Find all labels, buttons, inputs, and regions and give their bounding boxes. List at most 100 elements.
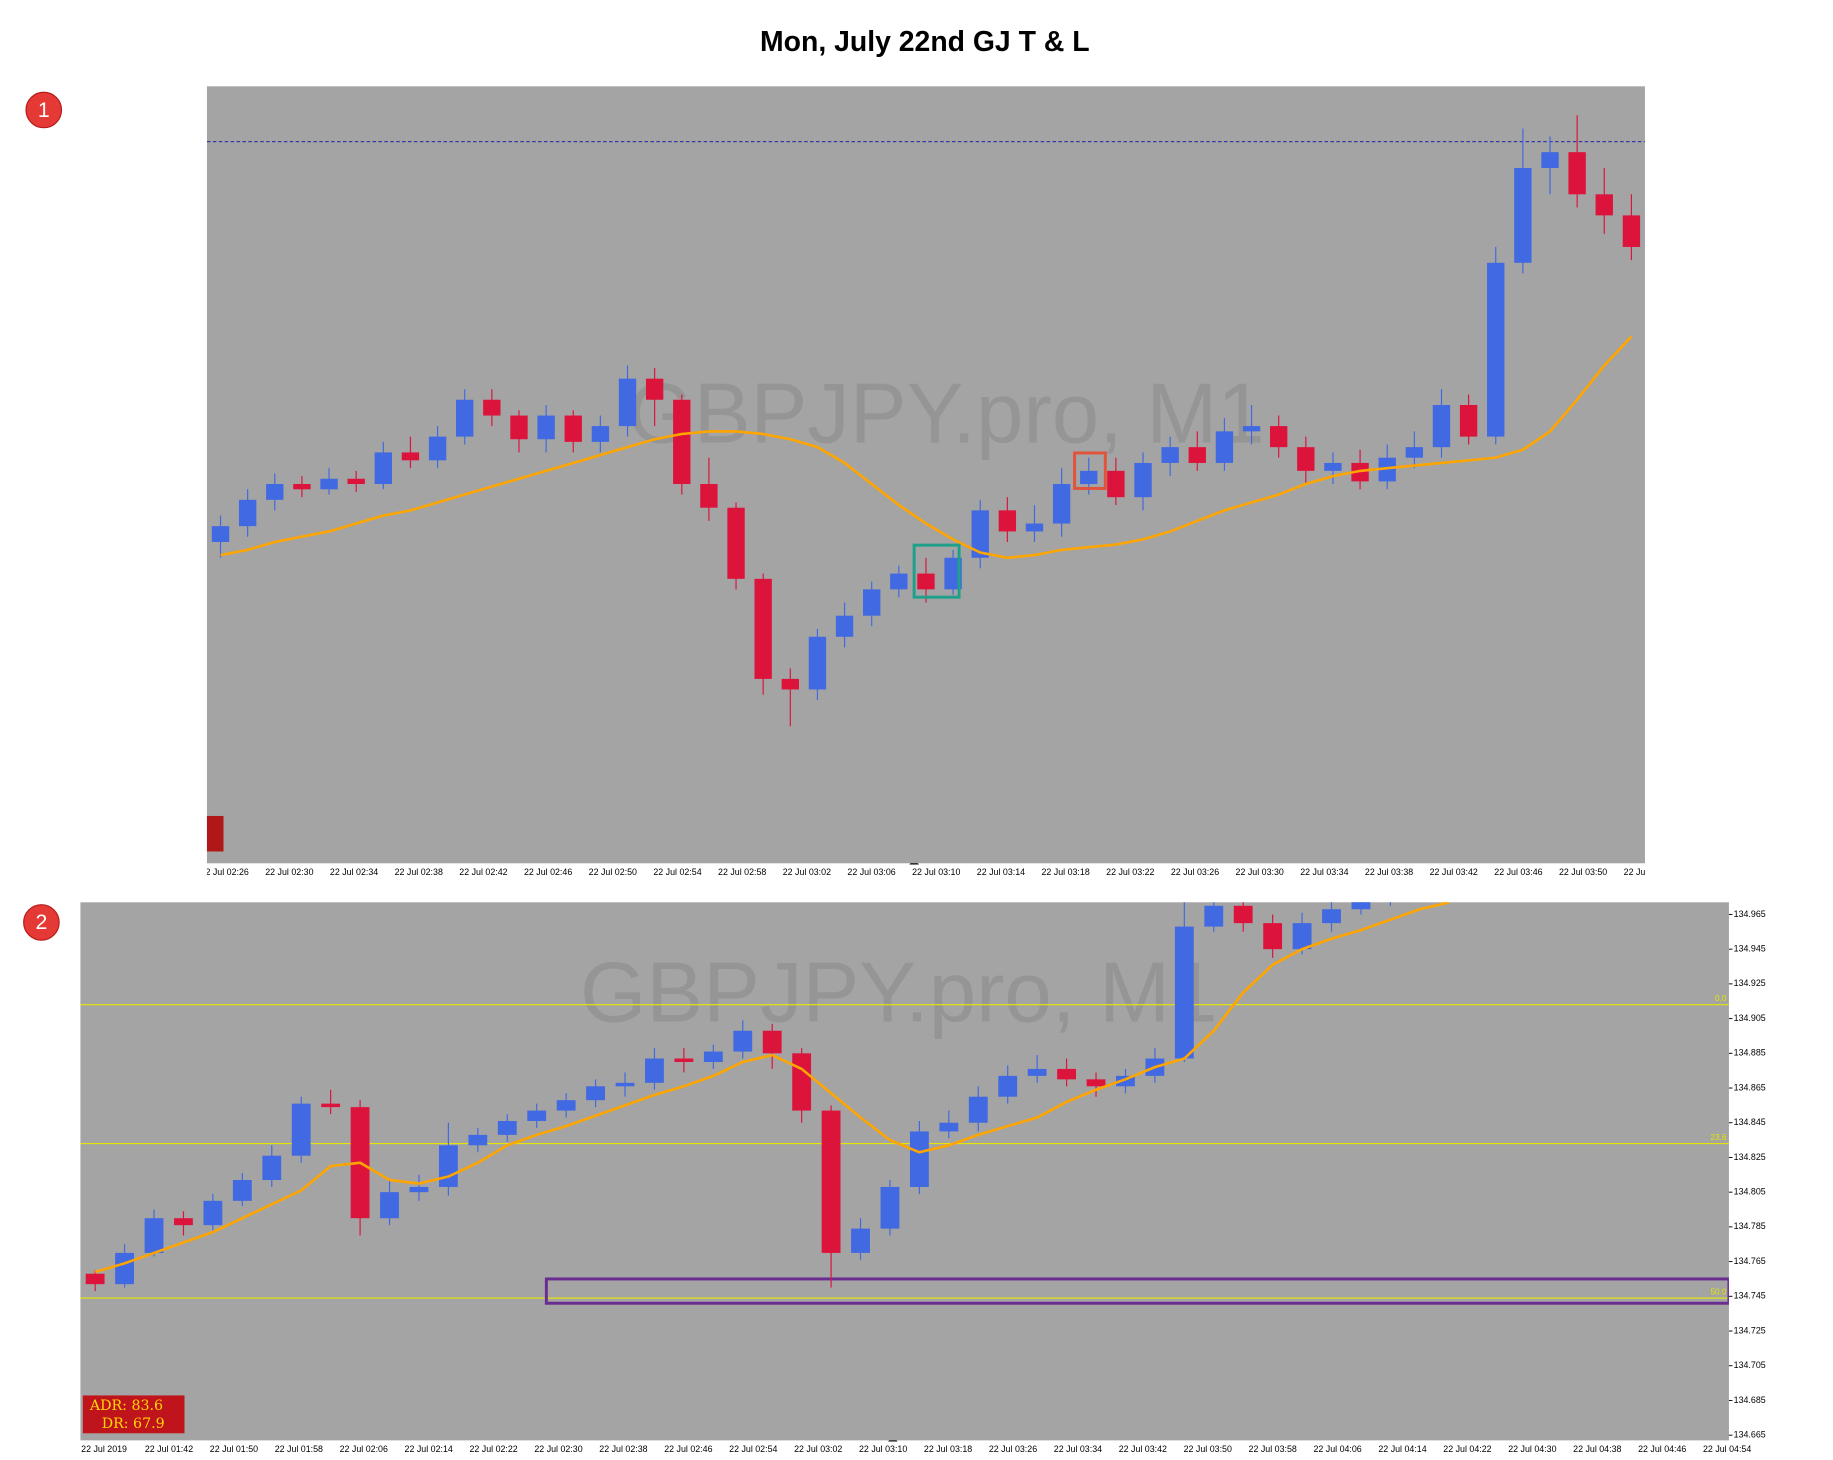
watermark: GBPJPY.pro, M1 <box>627 366 1264 461</box>
candle-body <box>401 452 420 461</box>
fib-label: 50.0 <box>1710 1287 1726 1296</box>
x-tick-label: 22 Jul 02:46 <box>524 867 572 877</box>
candle-body <box>1161 447 1179 463</box>
candle-body <box>703 1051 723 1062</box>
candle-body <box>564 415 582 442</box>
candle-body <box>1622 215 1641 247</box>
adr-box: ADR: 83.6 DR: 67.9 <box>82 1395 185 1434</box>
y-tick-label: 134.965 <box>1734 909 1766 919</box>
fib-label: 0.0 <box>1715 994 1727 1003</box>
indicator-block <box>206 815 224 852</box>
candle-body <box>1027 1068 1047 1076</box>
candle-body <box>1324 462 1342 471</box>
x-tick-label: 22 Jul 03:06 <box>847 867 895 877</box>
y-tick-label: 134.905 <box>1734 1013 1766 1023</box>
chart-panel: GBPJPY.pro, M1 0.0 23.6 50.0 <box>80 881 1729 1305</box>
x-tick-label: 22 Jul 02:30 <box>265 867 313 877</box>
x-tick-label: 22 Jul 03:54 <box>1624 867 1672 877</box>
page-title: Mon, July 22nd GJ T & L <box>760 26 1090 58</box>
candle-body <box>1215 431 1234 463</box>
candle-body <box>1080 470 1098 485</box>
x-tick-label: 22 Jul 02:22 <box>469 1444 517 1454</box>
candle-body <box>727 507 745 579</box>
candle-body <box>1057 1068 1077 1080</box>
candle-body <box>1134 462 1152 498</box>
candle-body <box>115 1252 134 1285</box>
candle-body <box>1378 457 1396 482</box>
x-tick-label: 22 Jul 02:58 <box>718 867 766 877</box>
candle-body <box>510 415 528 440</box>
x-tick-label: 22 Jul 04:22 <box>1443 1444 1491 1454</box>
x-tick-label: 22 Jul 01:50 <box>210 1444 258 1454</box>
candle-body <box>591 426 610 442</box>
candle-body <box>85 1273 105 1285</box>
x-tick-label: 22 Jul 03:46 <box>1494 867 1542 877</box>
fib-label: 23.6 <box>1710 1133 1726 1142</box>
y-axis: 134.665 134.685 134.705 134.725 134.745 134.7… <box>1728 909 1766 1440</box>
candle-body <box>203 1200 223 1226</box>
badge-label: 2 <box>35 910 47 934</box>
candle-body <box>1116 1075 1135 1087</box>
watermark: GBPJPY.pro, M1 <box>580 946 1217 1041</box>
candle-body <box>537 415 555 440</box>
candle-body <box>291 1103 311 1156</box>
candle-body <box>618 378 637 427</box>
candle-body <box>211 526 230 542</box>
candle-body <box>1595 194 1613 216</box>
candle-body <box>347 478 365 485</box>
candle-body <box>944 557 962 590</box>
candle-body <box>917 573 935 590</box>
x-tick-label: 22 Jul 03:02 <box>794 1444 842 1454</box>
badge: 1 <box>25 91 63 129</box>
candle-body <box>174 1218 193 1226</box>
candle-body <box>1292 923 1312 950</box>
candle-body <box>1541 152 1559 168</box>
candle-body <box>1025 523 1044 532</box>
candle-body <box>754 578 772 679</box>
candle-body <box>762 1030 782 1054</box>
candle-body <box>1322 909 1341 924</box>
x-tick-label: 22 Jul 04:14 <box>1378 1444 1426 1454</box>
candle-body <box>1052 484 1071 524</box>
candle-body <box>1204 905 1224 927</box>
candle-body <box>674 1058 694 1062</box>
x-axis: 22 Jul 02:26 22 Jul 02:30 22 Jul 02:34 22 J… <box>207 863 1672 877</box>
x-tick-label: 22 Jul 02:30 <box>534 1444 582 1454</box>
candle-body <box>1297 447 1315 471</box>
shift-marker <box>888 1440 898 1442</box>
x-tick-label: 22 Jul 03:42 <box>1119 1444 1167 1454</box>
y-tick-label: 134.745 <box>1734 1291 1766 1301</box>
x-tick-label: 22 Jul 02:50 <box>589 867 637 877</box>
badge-label: 1 <box>38 98 50 122</box>
x-tick-label: 22 Jul 03:18 <box>924 1444 972 1454</box>
candle-body <box>1107 470 1125 498</box>
candle-body <box>1188 447 1206 463</box>
support-zone <box>544 1277 1729 1305</box>
candle-body <box>456 399 474 437</box>
candle-body <box>851 1228 870 1253</box>
candle-body <box>909 1131 929 1187</box>
candle-body <box>1233 905 1253 924</box>
adr-background <box>82 1395 185 1434</box>
y-tick-label: 134.845 <box>1734 1117 1766 1127</box>
candle-body <box>863 589 881 616</box>
x-tick-label: 22 Jul 03:34 <box>1054 1444 1102 1454</box>
candle-body <box>1432 405 1451 448</box>
candle-body <box>1242 426 1261 432</box>
candle-body <box>262 1155 282 1181</box>
candle-body <box>374 452 392 485</box>
x-tick-label: 22 Jul 02:06 <box>340 1444 388 1454</box>
candle-body <box>1174 926 1194 1059</box>
candle-body <box>586 1086 606 1101</box>
x-tick-label: 22 Jul 03:26 <box>1171 867 1219 877</box>
badge-circle <box>23 904 60 941</box>
dr-label: DR: 67.9 <box>102 1416 165 1432</box>
candle-body <box>1263 923 1283 950</box>
y-tick-label: 134.765 <box>1734 1256 1766 1266</box>
candle-body <box>1381 888 1400 897</box>
candle-body <box>1410 881 1429 888</box>
shift-marker <box>909 863 919 865</box>
y-tick-label: 134.665 <box>1734 1430 1766 1440</box>
candle-body <box>1459 405 1478 437</box>
candle-body <box>320 478 338 490</box>
